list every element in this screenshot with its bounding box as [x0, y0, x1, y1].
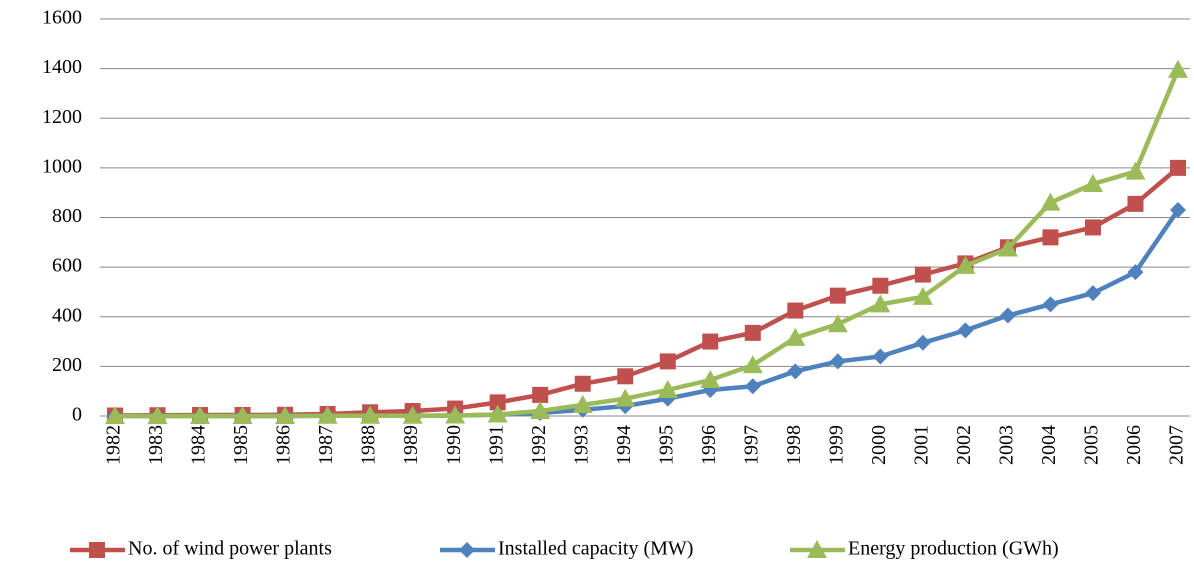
marker — [190, 406, 211, 424]
marker — [659, 353, 676, 370]
x-tick-label: 1989 — [400, 425, 422, 465]
y-tick-label: 800 — [52, 205, 82, 227]
marker — [657, 379, 678, 398]
y-tick-label: 1600 — [42, 7, 82, 29]
x-tick-label: 1987 — [315, 425, 337, 465]
legend-label: Installed capacity (MW) — [498, 538, 693, 560]
marker — [785, 327, 806, 346]
legend-label: Energy production (GWh) — [848, 538, 1059, 560]
marker — [1127, 264, 1144, 281]
x-tick-label: 2002 — [953, 425, 975, 465]
marker — [360, 405, 381, 424]
marker — [617, 368, 634, 385]
x-tick-label: 1993 — [570, 425, 592, 465]
x-tick-label: 1983 — [145, 425, 167, 465]
marker — [445, 405, 466, 424]
marker — [1127, 195, 1144, 212]
marker — [807, 540, 827, 558]
x-tick-label: 1985 — [230, 425, 252, 465]
marker — [872, 277, 889, 294]
marker — [829, 287, 846, 304]
x-tick-label: 1982 — [103, 425, 125, 465]
marker — [787, 363, 804, 380]
x-tick-label: 2003 — [996, 425, 1018, 465]
marker — [574, 375, 591, 392]
marker — [1168, 59, 1188, 78]
marker — [957, 322, 974, 339]
x-tick-label: 1995 — [655, 425, 677, 465]
marker — [744, 324, 761, 341]
x-tick-label: 1984 — [188, 425, 210, 465]
marker — [827, 314, 848, 333]
y-tick-label: 400 — [52, 304, 82, 326]
marker — [402, 405, 423, 424]
x-tick-label: 1991 — [485, 425, 507, 465]
y-tick-label: 600 — [52, 255, 82, 277]
marker — [914, 266, 931, 283]
x-tick-label: 2007 — [1166, 425, 1188, 465]
marker — [1082, 174, 1103, 193]
x-tick-label: 2004 — [1038, 425, 1060, 465]
x-tick-label: 1986 — [273, 425, 295, 465]
marker — [914, 334, 931, 351]
legend-item: No. of wind power plants — [70, 538, 332, 560]
marker — [742, 355, 763, 374]
marker — [572, 394, 593, 413]
x-tick-label: 1996 — [698, 425, 720, 465]
x-tick-label: 1992 — [528, 425, 550, 465]
marker — [275, 406, 296, 424]
marker — [787, 302, 804, 319]
series-line — [115, 208, 1180, 419]
x-tick-label: 2006 — [1123, 425, 1145, 465]
x-tick-label: 1994 — [613, 425, 635, 465]
marker — [997, 238, 1018, 257]
marker — [147, 406, 168, 424]
marker — [872, 348, 889, 365]
x-tick-label: 2000 — [868, 425, 890, 465]
marker — [1084, 285, 1101, 302]
marker — [700, 370, 721, 389]
marker — [459, 542, 475, 558]
marker — [487, 404, 508, 423]
marker — [870, 294, 891, 313]
marker — [232, 406, 253, 424]
y-tick-label: 200 — [52, 354, 82, 376]
marker — [1084, 219, 1101, 236]
x-tick-label: 1998 — [783, 425, 805, 465]
x-tick-label: 2001 — [910, 425, 932, 465]
marker — [1125, 161, 1146, 180]
marker — [999, 307, 1016, 324]
marker — [489, 394, 506, 411]
series-line — [114, 166, 1180, 418]
marker — [1042, 229, 1059, 246]
y-tick-label: 1200 — [42, 106, 82, 128]
marker — [530, 401, 551, 420]
marker — [1040, 192, 1061, 211]
marker — [744, 378, 761, 395]
marker — [317, 405, 338, 424]
marker — [89, 542, 105, 558]
marker — [1170, 159, 1186, 176]
marker — [912, 286, 933, 305]
legend-label: No. of wind power plants — [128, 538, 332, 560]
x-tick-label: 1990 — [443, 425, 465, 465]
y-tick-label: 1400 — [42, 56, 82, 78]
marker — [955, 255, 976, 274]
marker — [105, 406, 125, 424]
y-tick-label: 1000 — [42, 155, 82, 177]
marker — [829, 353, 846, 370]
marker — [702, 333, 719, 350]
x-tick-label: 1988 — [358, 425, 380, 465]
x-tick-label: 1999 — [825, 425, 847, 465]
x-tick-label: 1997 — [740, 425, 762, 465]
marker — [532, 386, 549, 403]
x-tick-label: 2005 — [1081, 425, 1103, 465]
marker — [1042, 296, 1059, 313]
y-tick-label: 0 — [72, 404, 82, 426]
marker — [615, 388, 636, 407]
legend-item: Energy production (GWh) — [790, 538, 1059, 560]
legend-item: Installed capacity (MW) — [440, 538, 693, 560]
marker — [1170, 202, 1186, 219]
